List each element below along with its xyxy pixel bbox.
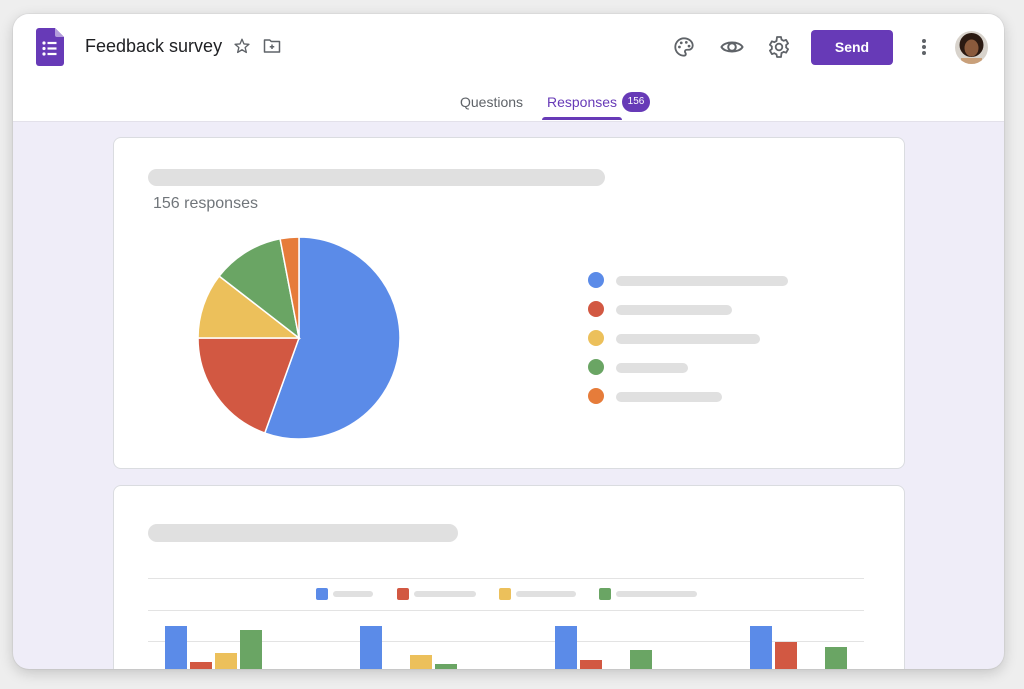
legend-label-placeholder [616,392,722,402]
summary-card: 156 responses [113,137,905,469]
bar [750,626,772,669]
bar-chart [165,626,847,669]
legend-swatch-icon [588,301,604,317]
legend-swatch-icon [397,588,409,600]
bar [240,630,262,669]
top-bar: Feedback survey Send [13,14,1004,122]
gear-icon[interactable] [767,35,791,59]
star-icon[interactable] [233,37,251,55]
question-title-placeholder [148,169,605,186]
legend-swatch-icon [316,588,328,600]
gridline [148,578,864,579]
active-tab-indicator [542,117,622,120]
pie-slice [218,237,301,340]
legend-swatch-icon [588,359,604,375]
gridline [148,610,864,611]
bar [775,642,797,669]
app-window: Feedback survey Send [13,14,1004,669]
bar [410,655,432,669]
pie-slice [197,337,301,434]
bar [630,650,652,669]
legend-swatch-icon [588,272,604,288]
legend-swatch-icon [599,588,611,600]
bar [165,626,187,669]
legend-label-placeholder [414,591,476,597]
legend-label-placeholder [333,591,373,597]
eye-icon[interactable] [720,36,744,58]
bar [825,647,847,669]
bar [215,653,237,669]
legend-label-placeholder [616,591,697,597]
legend-swatch-icon [588,388,604,404]
bar [580,660,602,669]
bar [360,626,382,669]
bar [435,664,457,669]
document-title[interactable]: Feedback survey [85,36,223,56]
tab-questions[interactable]: Questions [460,94,524,110]
legend-label-placeholder [616,334,760,344]
palette-icon[interactable] [673,36,695,58]
bar [190,662,212,669]
response-count-text: 156 responses [153,195,258,212]
question-title-placeholder [148,524,458,542]
legend-label-placeholder [616,305,732,315]
legend-swatch-icon [499,588,511,600]
legend-swatch-icon [588,330,604,346]
pie-slice [279,236,300,339]
forms-logo-icon[interactable] [36,28,64,66]
send-button[interactable]: Send [811,30,893,65]
avatar[interactable] [955,31,988,64]
move-to-folder-icon[interactable] [263,38,281,54]
responses-count-badge: 156 [622,92,650,112]
pie-chart [197,236,401,440]
legend-label-placeholder [616,363,688,373]
bar-chart-card [113,485,905,669]
legend-label-placeholder [616,276,788,286]
bar [555,626,577,669]
tab-responses[interactable]: Responses [547,94,618,110]
more-vert-icon[interactable] [915,36,933,58]
legend-label-placeholder [516,591,576,597]
gridline [148,641,864,642]
pie-slice [263,236,401,440]
